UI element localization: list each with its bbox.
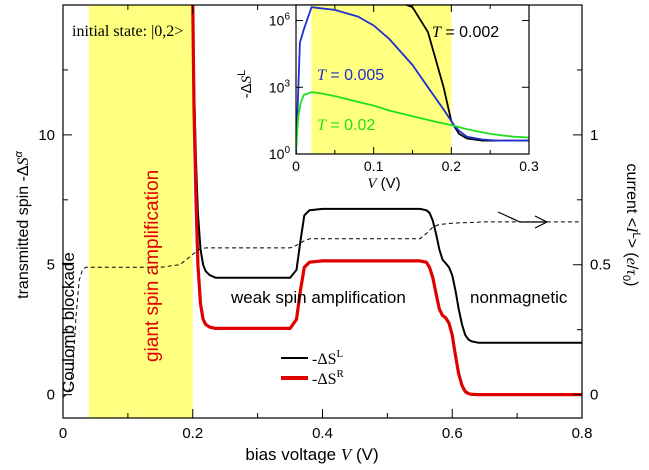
main-shaded-band [88,5,193,418]
inset-x-tick-label: 0 [292,158,300,174]
inset-label-t0002: T = 0.002 [432,24,499,41]
legend-label-sl: -ΔSL [312,348,344,368]
nonmagnetic-label: nonmagnetic [470,288,568,307]
inset-x-tick-label: 0.1 [364,158,384,174]
inset-x-tick-label: 0.3 [519,158,539,174]
x-tick-label: 0 [59,425,67,442]
inset-y-tick-label: 103 [269,78,291,95]
inset-x-axis-label: V (V) [367,175,400,192]
inset-y-axis-label: -ΔSL [236,70,255,99]
giant-spin-label: giant spin amplification [142,170,163,362]
inset-y-tick-label: 106 [269,12,291,29]
x-axis-label: bias voltage V (V) [245,445,378,464]
inset-axis-ticks: 0 0.1 0.2 0.3 100 103 106 [269,5,539,174]
series-line-sl [191,4,582,344]
y-right-tick-label: 0.5 [590,257,611,274]
inset-label-t002: T = 0.02 [317,117,375,134]
inset-series-line-t002 [296,91,529,151]
y-right-tick-label: 0 [590,387,598,404]
inset-series-line-t0005 [296,6,529,154]
y-right-tick-label: 1 [590,127,598,144]
right-axis-arrowhead-icon [534,215,549,229]
legend: -ΔSL -ΔSR [281,348,345,388]
y-left-tick-label: 5 [47,257,55,274]
x-tick-label: 0.6 [442,425,463,442]
y-axis-label-right: current <IL> (e/τ0) [620,164,642,287]
weak-spin-label: weak spin amplification [230,288,406,307]
y-left-tick-label: 0 [47,387,55,404]
y-axis-label-left: transmitted spin -ΔSα [13,150,32,298]
inset-shaded-band [311,5,452,154]
x-tick-label: 0.2 [182,425,203,442]
legend-label-sr: -ΔSR [312,368,345,388]
inset-x-tick-label: 0.2 [442,158,462,174]
inset-label-t0005: T = 0.005 [317,67,384,84]
main-series-group [62,4,582,398]
inset-y-tick-label: 100 [269,145,291,162]
y-left-tick-label: 10 [38,127,55,144]
x-tick-label: 0.8 [572,425,593,442]
inset-series-group [296,5,529,154]
series-line-il [62,221,582,398]
x-tick-label: 0.4 [312,425,333,442]
right-axis-arrow [497,211,545,223]
series-line-sr [191,4,582,397]
initial-state-label: initial state: |0,2> [72,23,183,40]
coulomb-blockade-label: Coulomb blockade [59,252,78,393]
